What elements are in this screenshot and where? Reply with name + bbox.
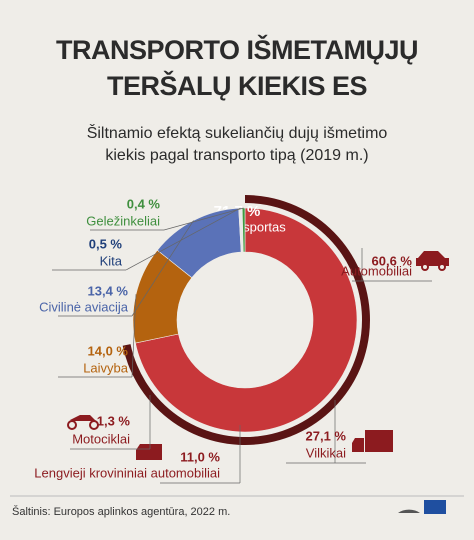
car-icon	[416, 251, 449, 266]
category-label: Laivyba	[83, 360, 129, 375]
category-label: Civilinė aviacija	[39, 299, 129, 314]
value-label: 1,3 %	[97, 413, 131, 428]
value-label: 60,6 %	[372, 253, 413, 268]
value-label: 0,4 %	[127, 196, 161, 211]
category-label: Geležinkeliai	[86, 213, 160, 228]
wheel	[421, 263, 429, 271]
leader-line	[125, 207, 241, 271]
leader-line	[131, 220, 194, 317]
parliament-logo	[398, 509, 420, 513]
wheel	[89, 420, 99, 430]
title-line: TRANSPORTO IŠMETAMŲJŲ	[56, 34, 418, 65]
subtitle-line: kiekis pagal transporto tipą (2019 m.)	[105, 147, 368, 164]
value-label: 13,4 %	[88, 283, 129, 298]
leader-line	[131, 294, 137, 378]
truck-icon	[352, 430, 393, 452]
category-label: Motociklai	[72, 431, 130, 446]
slice	[135, 207, 358, 433]
value-label: 14,0 %	[88, 343, 129, 358]
category-label: Vilkikai	[306, 445, 346, 460]
leader-line	[163, 207, 244, 231]
category-label: Automobiliai	[341, 263, 412, 278]
category-label: Kita	[100, 253, 123, 268]
eu-flag	[424, 500, 446, 514]
title-line: TERŠALŲ KIEKIS ES	[107, 70, 367, 101]
category-label: Lengvieji krovininiai automobiliai	[34, 465, 220, 480]
subtitle-line: Šiltnamio efektą sukeliančių dujų išmeti…	[87, 123, 388, 142]
source: Šaltinis: Europos aplinkos agentūra, 202…	[12, 505, 230, 518]
wheel	[67, 420, 77, 430]
value-label: 11,0 %	[180, 449, 220, 464]
icons	[67, 251, 449, 460]
motorcycle-icon	[70, 415, 96, 421]
value-label: 27,1 %	[306, 428, 347, 443]
van-icon	[136, 444, 162, 460]
wheel	[438, 263, 446, 271]
value-label: 0,5 %	[89, 236, 123, 251]
